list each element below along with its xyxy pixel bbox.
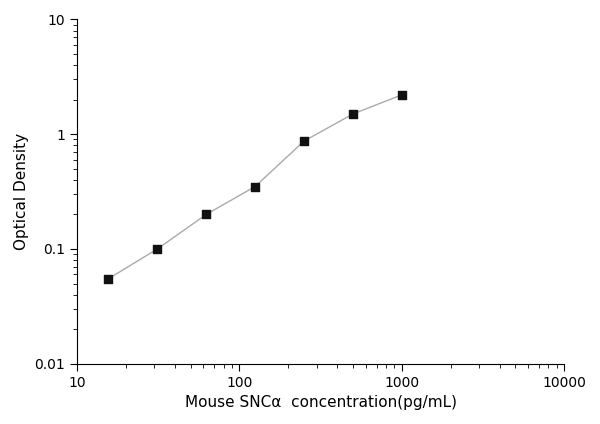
Y-axis label: Optical Density: Optical Density (14, 133, 29, 250)
Point (104, 275, 113, 282)
Point (152, 245, 162, 252)
Point (348, 111, 358, 117)
X-axis label: Mouse SNCα  concentration(pg/mL): Mouse SNCα concentration(pg/mL) (185, 395, 457, 410)
Point (397, 92, 407, 98)
Point (299, 138, 309, 145)
Point (250, 183, 260, 190)
Point (202, 211, 211, 218)
